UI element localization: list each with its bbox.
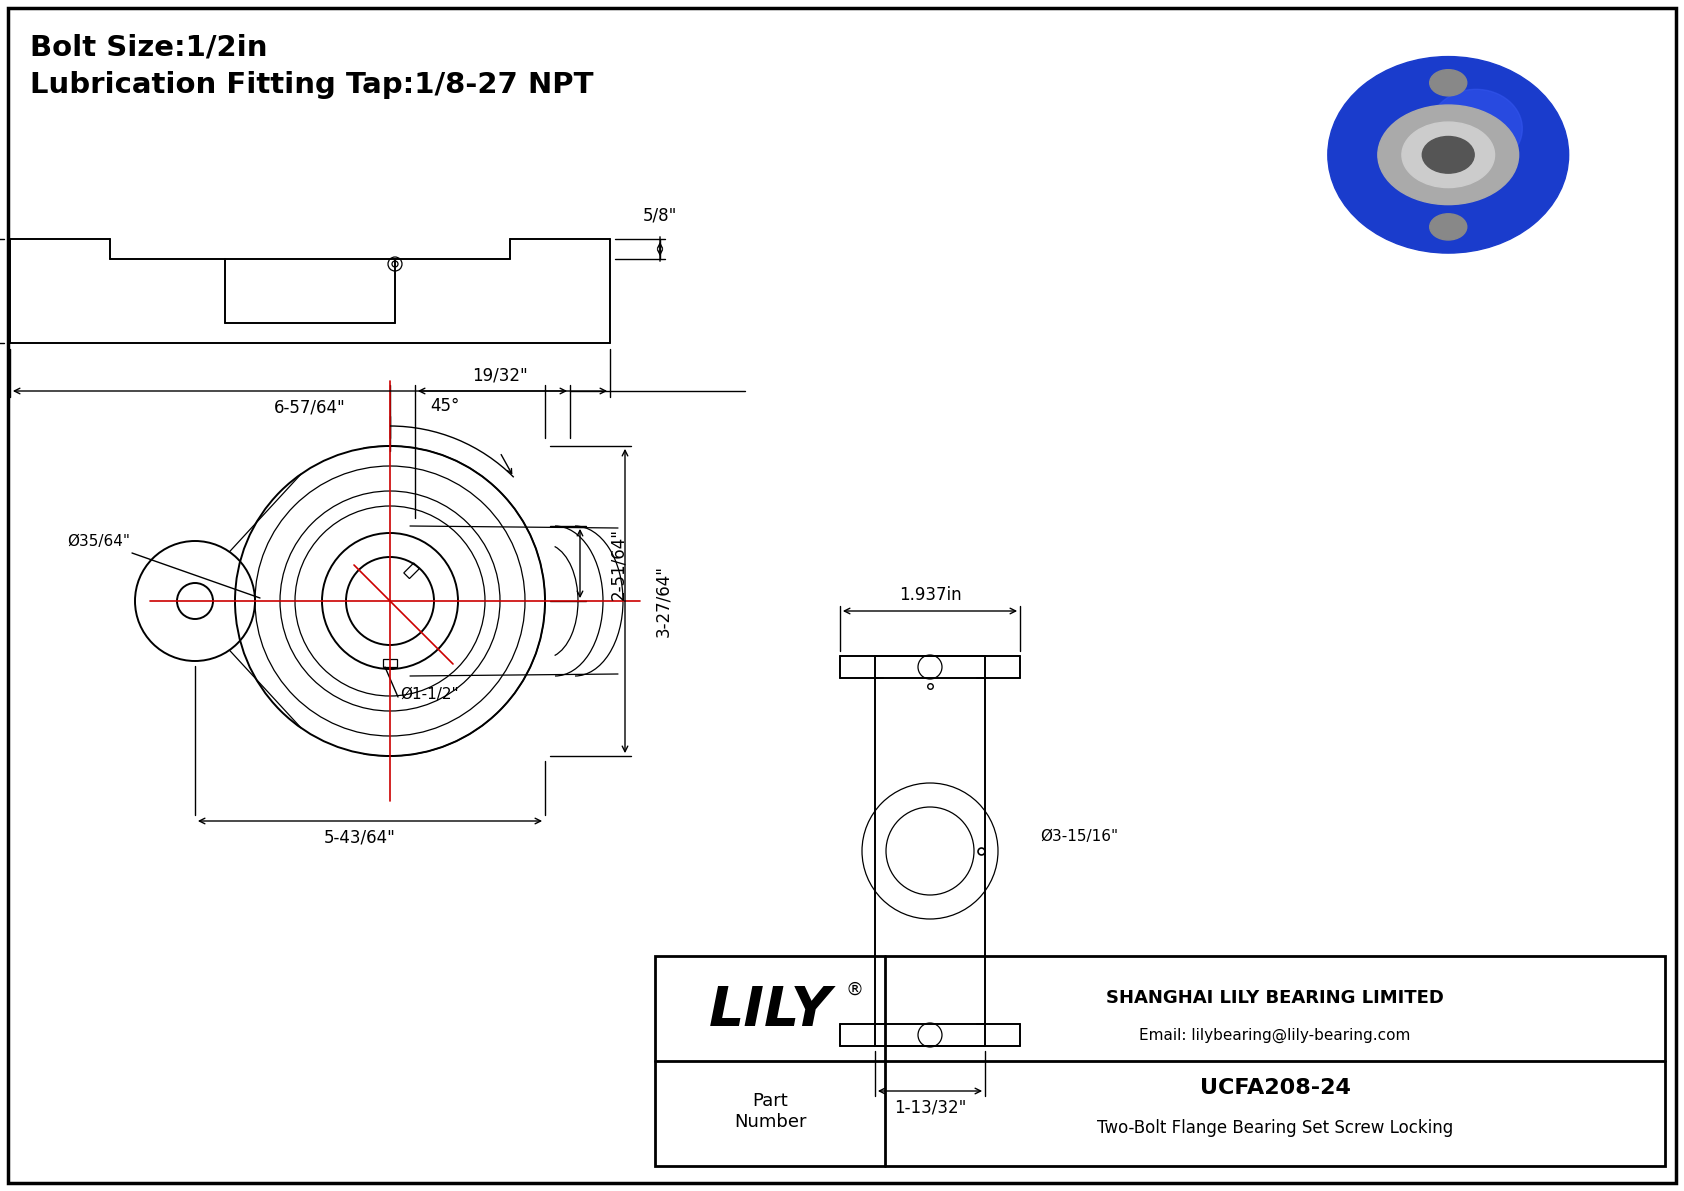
Text: Ø3-15/16": Ø3-15/16" [1041, 829, 1118, 843]
Circle shape [1430, 69, 1467, 96]
Text: 19/32": 19/32" [472, 366, 527, 384]
Text: 3-27/64": 3-27/64" [653, 565, 672, 637]
Circle shape [1378, 105, 1519, 205]
Circle shape [1423, 137, 1474, 173]
Text: 45°: 45° [431, 397, 460, 414]
Text: Lubrication Fitting Tap:1/8-27 NPT: Lubrication Fitting Tap:1/8-27 NPT [30, 71, 593, 99]
Ellipse shape [1384, 60, 1514, 106]
Bar [382, 659, 397, 667]
Ellipse shape [1384, 204, 1514, 250]
Text: Part
Number: Part Number [734, 1092, 807, 1130]
Bar [655, 956, 1665, 1166]
Text: 2-51/64": 2-51/64" [610, 528, 626, 599]
Text: ®: ® [845, 980, 864, 998]
Text: 5/8": 5/8" [643, 207, 677, 225]
Text: SHANGHAI LILY BEARING LIMITED: SHANGHAI LILY BEARING LIMITED [1106, 989, 1443, 1008]
Circle shape [1430, 213, 1467, 241]
Text: Two-Bolt Flange Bearing Set Screw Locking: Two-Bolt Flange Bearing Set Screw Lockin… [1096, 1120, 1453, 1137]
Text: 6-57/64": 6-57/64" [274, 398, 345, 416]
Text: LILY: LILY [709, 984, 832, 1037]
Text: UCFA208-24: UCFA208-24 [1199, 1078, 1351, 1098]
Text: Ø35/64": Ø35/64" [67, 534, 130, 549]
Ellipse shape [1430, 89, 1522, 168]
Text: 1-13/32": 1-13/32" [894, 1098, 967, 1116]
Text: Email: lilybearing@lily-bearing.com: Email: lilybearing@lily-bearing.com [1140, 1028, 1411, 1043]
Text: 5-43/64": 5-43/64" [323, 828, 396, 846]
Text: 1.937in: 1.937in [899, 586, 962, 604]
Circle shape [1403, 121, 1495, 187]
Ellipse shape [1327, 56, 1569, 254]
Bar [404, 563, 419, 579]
Text: Bolt Size:1/2in: Bolt Size:1/2in [30, 33, 268, 61]
Text: Ø1-1/2": Ø1-1/2" [401, 687, 458, 701]
